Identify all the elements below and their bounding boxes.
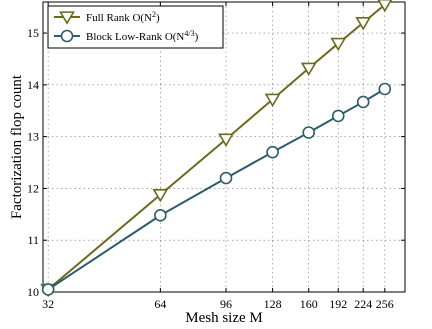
x-tick-label: 192: [329, 297, 347, 311]
y-tick-label: 10: [27, 285, 39, 299]
legend: Full Rank O(N2) Block Low-Rank O(N4/3): [47, 5, 224, 49]
data-point-0: [152, 188, 169, 203]
legend-label-block-low-rank-end: ): [195, 31, 199, 43]
legend-item-block-low-rank: [54, 29, 80, 43]
legend-label-full-rank-end: ): [156, 12, 160, 24]
legend-marker-0: [59, 11, 75, 25]
y-tick-label: 11: [27, 233, 39, 247]
x-axis-label: Mesh size M: [185, 310, 263, 326]
legend-marker-1: [60, 29, 74, 43]
data-point-0: [377, 0, 393, 13]
legend-label-full-rank-sup: 2: [152, 10, 156, 19]
plot-frame: [42, 1, 406, 293]
data-point-1: [266, 145, 279, 159]
x-tick-label: 160: [300, 297, 318, 311]
data-point-1: [219, 171, 233, 185]
data-point-1: [378, 82, 392, 96]
y-tick-label: 13: [27, 130, 39, 144]
data-point-0: [264, 93, 281, 108]
legend-item-full-rank: [54, 11, 80, 25]
legend-label-block-low-rank: Block Low-Rank O(N4/3): [86, 29, 199, 44]
data-point-0: [355, 17, 372, 31]
data-point-1: [302, 126, 316, 139]
y-tick-label: 12: [27, 181, 39, 195]
x-tick-label: 256: [376, 297, 394, 311]
data-point-1: [331, 109, 345, 123]
y-tick-label: 15: [27, 26, 39, 40]
data-point-1: [356, 95, 370, 109]
y-axis-label: Factorization flop count: [9, 74, 25, 219]
data-point-0: [218, 133, 234, 147]
legend-box: [47, 5, 224, 49]
legend-label-block-low-rank-main: Block Low-Rank O(N: [86, 31, 184, 43]
axis-ticks: 32 64 96 128 160 192 224 256 10 11 12 13 14 15: [27, 2, 405, 311]
series-group: [40, 0, 393, 298]
x-tick-label: 128: [264, 297, 282, 311]
x-tick-label: 64: [154, 297, 166, 311]
x-tick-label: 32: [42, 297, 54, 311]
series-line-0: [47, 3, 386, 291]
x-tick-label: 96: [220, 297, 232, 311]
legend-label-block-low-rank-sup: 4/3: [184, 29, 194, 38]
data-point-1: [154, 209, 167, 222]
data-point-0: [330, 37, 347, 52]
data-point-0: [300, 62, 317, 77]
legend-label-full-rank-main: Full Rank O(N: [86, 12, 152, 24]
y-tick-label: 14: [27, 78, 39, 92]
x-tick-label: 224: [354, 297, 372, 311]
legend-label-full-rank: Full Rank O(N2): [86, 10, 160, 25]
data-point-1: [41, 283, 55, 296]
